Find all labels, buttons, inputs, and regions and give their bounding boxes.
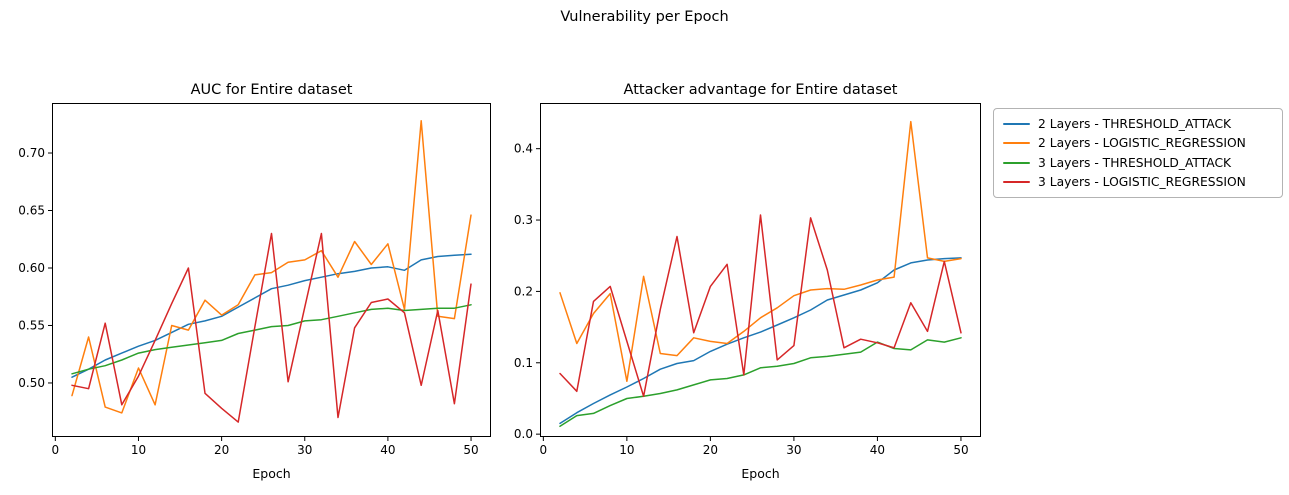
figure-title: Vulnerability per Epoch: [560, 9, 729, 25]
legend-line-sample: [1003, 122, 1030, 125]
advantage-chart-plot: 0 10 20 30 40 50 0.0 0.1 0.2 0.3 0.4: [514, 103, 981, 457]
x-tick-label: 40: [380, 443, 395, 457]
y-tick-label: 0.60: [18, 261, 45, 275]
legend-line-sample: [1003, 161, 1030, 164]
x-tick-label: 50: [953, 443, 968, 457]
x-tick-label: 40: [870, 443, 885, 457]
line-series-2-layers-logistic-regression: [71, 120, 472, 414]
legend-entry: 3 Layers - LOGISTIC_REGRESSION: [1003, 175, 1273, 189]
legend-entry-label: 2 Layers - THRESHOLD_ATTACK: [1038, 116, 1232, 131]
legend-entry: 2 Layers - LOGISTIC_REGRESSION: [1003, 136, 1273, 150]
legend-entry-label: 2 Layers - LOGISTIC_REGRESSION: [1038, 136, 1246, 151]
y-tick-label: 0.50: [18, 376, 45, 390]
line-series-3-layers-threshold-attack: [559, 337, 962, 428]
advantage-chart-title: Attacker advantage for Entire dataset: [623, 82, 898, 98]
x-tick-label: 50: [463, 443, 478, 457]
legend: 2 Layers - THRESHOLD_ATTACK 2 Layers - LO…: [993, 108, 1283, 198]
plot-frame: [52, 103, 491, 437]
y-tick-label: 0.65: [18, 204, 45, 218]
x-tick-label: 20: [703, 443, 718, 457]
advantage-chart-xlabel: Epoch: [741, 466, 780, 481]
legend-entry-label: 3 Layers - THRESHOLD_ATTACK: [1038, 155, 1232, 170]
line-series-3-layers-logistic-regression: [559, 214, 962, 398]
auc-chart-title: AUC for Entire dataset: [190, 82, 353, 98]
x-tick-label: 10: [619, 443, 634, 457]
y-tick-label: 0.55: [18, 318, 45, 332]
y-tick-label: 0.3: [514, 213, 533, 227]
line-series-2-layers-threshold-attack: [71, 253, 472, 378]
x-tick-label: 10: [131, 443, 146, 457]
legend-entry-label: 3 Layers - LOGISTIC_REGRESSION: [1038, 175, 1246, 190]
y-tick-label: 0.1: [514, 356, 533, 370]
x-tick-label: 30: [297, 443, 312, 457]
y-tick-label: 0.4: [514, 142, 533, 156]
y-tick-label: 0.70: [18, 146, 45, 160]
auc-chart-plot: 0 10 20 30 40 50 0.50 0.55 0.60 0.65 0.70: [18, 103, 491, 457]
plot-frame: [540, 103, 981, 437]
x-tick-label: 20: [214, 443, 229, 457]
y-tick-label: 0.2: [514, 284, 533, 298]
legend-entry: 3 Layers - THRESHOLD_ATTACK: [1003, 156, 1273, 170]
line-series-3-layers-logistic-regression: [71, 232, 472, 423]
line-series-3-layers-threshold-attack: [71, 304, 472, 375]
x-tick-label: 0: [540, 443, 548, 457]
y-tick-label: 0.0: [514, 427, 533, 441]
auc-chart-xlabel: Epoch: [252, 466, 291, 481]
legend-line-sample: [1003, 181, 1030, 184]
line-series-2-layers-threshold-attack: [559, 257, 962, 425]
line-series-2-layers-logistic-regression: [559, 120, 962, 383]
x-tick-label: 30: [786, 443, 801, 457]
legend-line-sample: [1003, 142, 1030, 145]
legend-entry: 2 Layers - THRESHOLD_ATTACK: [1003, 117, 1273, 131]
x-tick-label: 0: [52, 443, 60, 457]
